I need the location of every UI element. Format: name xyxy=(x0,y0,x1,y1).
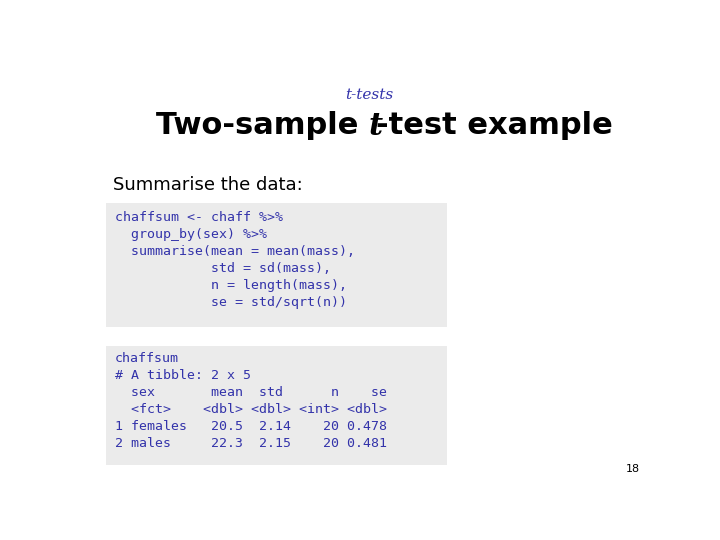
Text: chaffsum
# A tibble: 2 x 5
  sex       mean  std      n    se
  <fct>    <dbl> <: chaffsum # A tibble: 2 x 5 sex mean std … xyxy=(114,352,387,450)
Text: t-tests: t-tests xyxy=(345,88,393,102)
Text: t: t xyxy=(369,111,383,142)
Bar xyxy=(106,346,446,465)
Text: chaffsum <- chaff %>%
  group_by(sex) %>%
  summarise(mean = mean(mass),
       : chaffsum <- chaff %>% group_by(sex) %>% … xyxy=(114,211,355,309)
Text: Summarise the data:: Summarise the data: xyxy=(113,177,303,194)
Bar xyxy=(106,204,446,327)
Text: Two-sample: Two-sample xyxy=(156,111,369,140)
Text: -test example: -test example xyxy=(376,111,613,140)
Text: 18: 18 xyxy=(626,464,640,475)
